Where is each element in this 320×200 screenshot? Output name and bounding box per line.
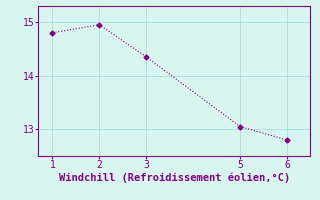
X-axis label: Windchill (Refroidissement éolien,°C): Windchill (Refroidissement éolien,°C) xyxy=(59,173,290,183)
